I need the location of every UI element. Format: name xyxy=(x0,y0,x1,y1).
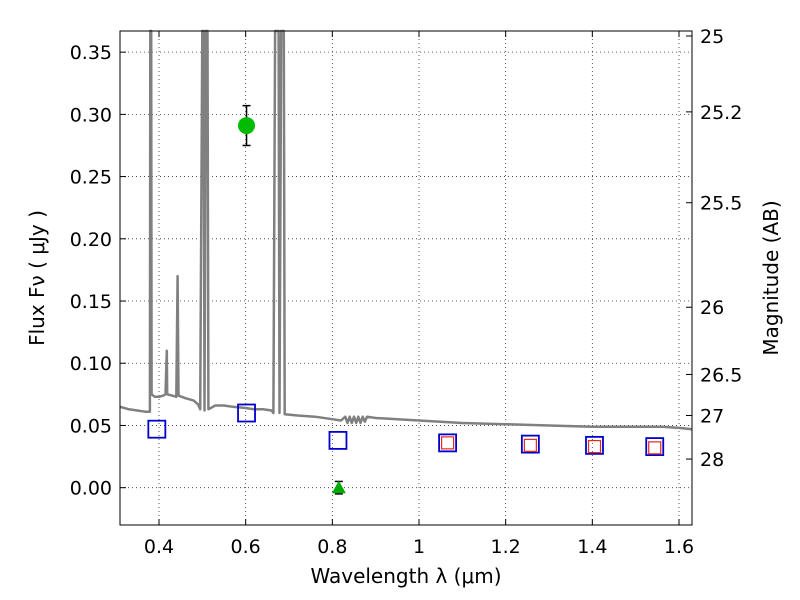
detection-point xyxy=(238,117,256,135)
x-tick-label: 1 xyxy=(413,536,425,558)
right-axis-label: Magnitude (AB) xyxy=(759,200,783,355)
y-tick-label: 0.25 xyxy=(70,167,112,189)
right-tick-label: 25 xyxy=(700,26,724,48)
observed-point xyxy=(523,438,537,452)
right-tick-label: 27 xyxy=(700,405,724,427)
y-tick-label: 0.35 xyxy=(70,42,112,64)
spectrum-line xyxy=(119,29,693,431)
ticks: 0.4 0.6 0.8 1 1.2 1.4 1.6 0.00 0.05 0.10 0.15 0.20 0… xyxy=(70,26,743,558)
x-tick-label: 0.8 xyxy=(317,536,347,558)
y-tick-label: 0.00 xyxy=(70,478,112,500)
observed-point xyxy=(441,436,455,450)
right-tick-label: 28 xyxy=(700,449,724,471)
model-point xyxy=(645,437,665,457)
model-point xyxy=(520,434,540,454)
right-tick-label: 25.5 xyxy=(700,193,742,215)
y-tick-label: 0.10 xyxy=(70,353,112,375)
y-tick-label: 0.20 xyxy=(70,229,112,251)
x-tick-label: 1.2 xyxy=(491,536,521,558)
right-tick-label: 25.2 xyxy=(700,102,742,124)
plot-frame xyxy=(119,30,693,526)
observed-point xyxy=(587,440,602,454)
model-point xyxy=(147,419,167,439)
right-tick-label: 26 xyxy=(700,297,724,319)
observed-point xyxy=(648,441,662,455)
right-tick-label: 26.5 xyxy=(700,364,742,386)
model-point xyxy=(328,430,348,450)
model-point xyxy=(237,403,256,423)
y-axis-label: Flux Fν ( μJy ) xyxy=(25,210,49,346)
upper-limit-point xyxy=(331,480,346,494)
x-axis-label: Wavelength λ (μm) xyxy=(310,564,501,588)
y-tick-label: 0.30 xyxy=(70,104,112,126)
y-tick-label: 0.15 xyxy=(70,291,112,313)
model-point xyxy=(585,435,604,455)
x-tick-label: 0.6 xyxy=(231,536,261,558)
x-tick-label: 0.4 xyxy=(144,536,174,558)
data-layer xyxy=(119,29,693,495)
x-tick-label: 1.6 xyxy=(664,536,694,558)
model-point xyxy=(438,433,458,453)
y-tick-label: 0.05 xyxy=(70,415,112,437)
x-tick-label: 1.4 xyxy=(577,536,607,558)
